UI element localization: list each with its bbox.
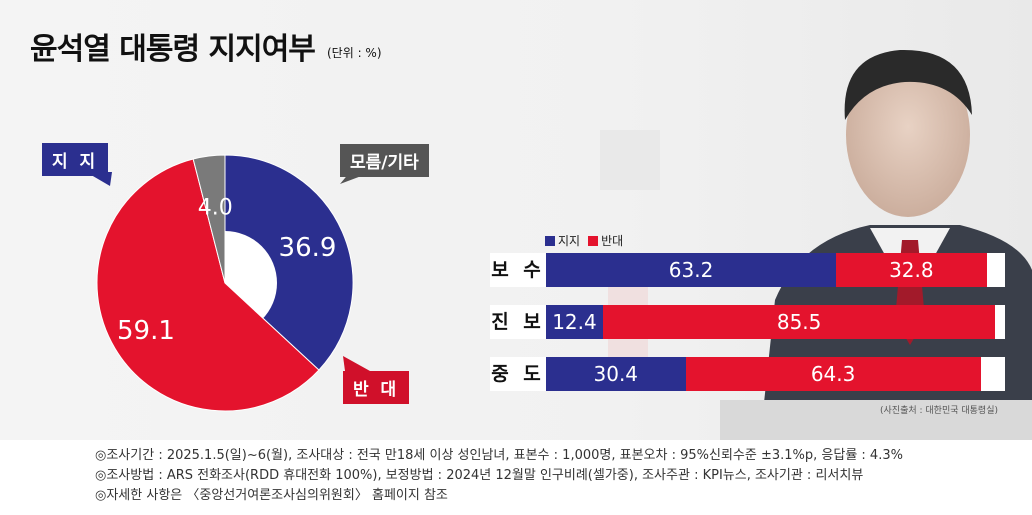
bar-category-label: 진 보	[491, 311, 545, 333]
legend-swatch-against	[588, 235, 599, 246]
donut-value-support: 36.9	[279, 233, 337, 263]
bar-segment-against: 85.5	[602, 305, 996, 339]
chart-panel: 윤석열 대통령 지지여부 (단위 : %) 36.9 59.1 4.0 지 지 모름…	[0, 0, 1032, 440]
donut-tag-support: 지 지	[42, 143, 109, 176]
donut-slice-other	[192, 154, 226, 284]
photo-credit: (사진출처 : 대한민국 대통령실)	[880, 406, 998, 416]
legend-against: 반대	[588, 232, 623, 249]
bar-row: 중 도 30.4 64.3	[490, 357, 1005, 391]
bar-segment-support: 63.2	[546, 253, 837, 287]
donut-slice-against	[96, 158, 320, 412]
bar-segment-against: 64.3	[685, 357, 981, 391]
bar-segment-against: 32.8	[836, 253, 987, 287]
bar-category-label: 중 도	[491, 363, 545, 385]
donut-value-against: 59.1	[117, 316, 175, 346]
donut-slice-support	[224, 154, 354, 371]
unit-label: (단위 : %)	[327, 46, 382, 60]
note-line: ◎조사기간 : 2025.1.5(일)~6(월), 조사대상 : 전국 만18세…	[95, 448, 903, 463]
legend-swatch-support	[545, 235, 555, 246]
survey-notes: ◎조사기간 : 2025.1.5(일)~6(월), 조사대상 : 전국 만18세…	[95, 446, 903, 506]
donut-value-other: 4.0	[198, 196, 233, 221]
bar-row: 보 수 63.2 32.8	[490, 253, 1005, 287]
bar-segment-support: 12.4	[546, 305, 603, 339]
donut-tag-other: 모름/기타	[340, 144, 429, 177]
legend-support: 지지	[545, 232, 580, 249]
note-line: ◎자세한 사항은 〈중앙선거여론조사심의위원회〉 홈페이지 참조	[95, 488, 448, 503]
bar-category-label: 보 수	[491, 259, 545, 281]
bar-row: 진 보 12.4 85.5	[490, 305, 1005, 339]
donut-tag-against: 반 대	[343, 371, 410, 404]
chart-title: 윤석열 대통령 지지여부	[30, 32, 316, 67]
note-line: ◎조사방법 : ARS 전화조사(RDD 휴대전화 100%), 보정방법 : …	[95, 468, 864, 483]
bar-segment-support: 30.4	[546, 357, 686, 391]
donut-chart: 36.9 59.1 4.0	[96, 154, 354, 412]
bar-legend: 지지 반대	[545, 232, 631, 249]
